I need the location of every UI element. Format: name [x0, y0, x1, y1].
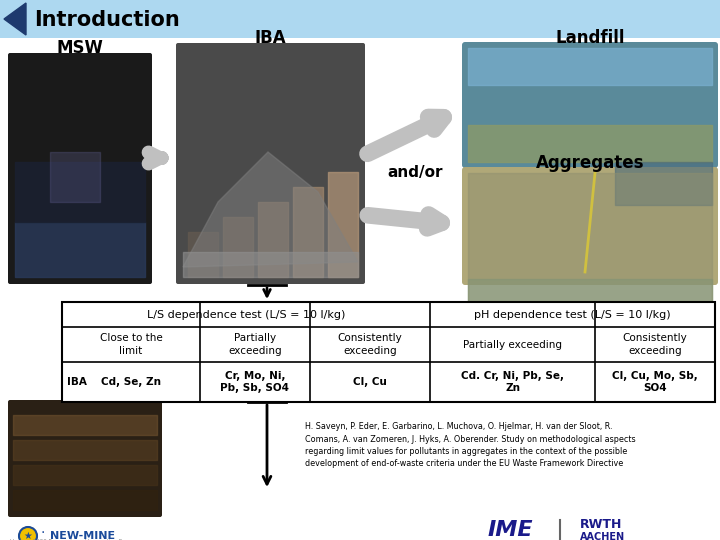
Text: Cl, Cu, Mo, Sb,
SO4: Cl, Cu, Mo, Sb, SO4 — [612, 371, 698, 393]
Text: and/or: and/or — [387, 165, 443, 180]
Text: Partially
exceeding: Partially exceeding — [228, 333, 282, 356]
Text: L/S dependence test (L/S = 10 l/kg): L/S dependence test (L/S = 10 l/kg) — [147, 309, 345, 320]
Text: IME: IME — [487, 520, 533, 540]
FancyArrowPatch shape — [367, 117, 444, 154]
FancyArrowPatch shape — [368, 214, 441, 228]
Text: pH dependence test (L/S = 10 l/kg): pH dependence test (L/S = 10 l/kg) — [474, 309, 671, 320]
FancyBboxPatch shape — [462, 167, 718, 285]
Bar — [0, 0, 720, 38]
Circle shape — [19, 527, 37, 540]
Text: H. Saveyn, P. Eder, E. Garbarino, L. Muchova, O. Hjelmar, H. van der Sloot, R.
C: H. Saveyn, P. Eder, E. Garbarino, L. Muc… — [305, 422, 636, 469]
FancyArrowPatch shape — [148, 152, 161, 164]
Text: ·: · — [41, 526, 45, 540]
Polygon shape — [4, 3, 26, 35]
Text: Aggregates: Aggregates — [536, 154, 644, 172]
Text: Cd, Se, Zn: Cd, Se, Zn — [101, 377, 161, 387]
Text: RWTH: RWTH — [580, 518, 622, 531]
Text: Cr, Mo, Ni,
Pb, Sb, SO4: Cr, Mo, Ni, Pb, Sb, SO4 — [220, 371, 289, 393]
Text: Cl, Cu: Cl, Cu — [353, 377, 387, 387]
Text: Consistently
exceeding: Consistently exceeding — [623, 333, 688, 356]
Text: IBA: IBA — [255, 29, 287, 47]
Text: Cd. Cr, Ni, Pb, Se,
Zn: Cd. Cr, Ni, Pb, Se, Zn — [461, 371, 564, 393]
Text: MSW: MSW — [57, 39, 104, 57]
Text: NEW-MINE: NEW-MINE — [50, 531, 115, 540]
FancyBboxPatch shape — [8, 53, 152, 284]
Text: Partially exceeding: Partially exceeding — [463, 340, 562, 349]
Text: Close to the
limit: Close to the limit — [99, 333, 163, 356]
Text: AACHEN: AACHEN — [580, 532, 625, 540]
Text: Landfill: Landfill — [555, 29, 625, 47]
FancyBboxPatch shape — [176, 43, 365, 284]
FancyBboxPatch shape — [462, 42, 718, 168]
Text: ★: ★ — [24, 531, 32, 540]
FancyBboxPatch shape — [8, 400, 162, 517]
Text: Consistently
exceeding: Consistently exceeding — [338, 333, 402, 356]
Text: IBA: IBA — [67, 377, 87, 387]
Bar — [62, 302, 715, 402]
Polygon shape — [183, 152, 358, 267]
Text: Introduction: Introduction — [34, 10, 180, 30]
